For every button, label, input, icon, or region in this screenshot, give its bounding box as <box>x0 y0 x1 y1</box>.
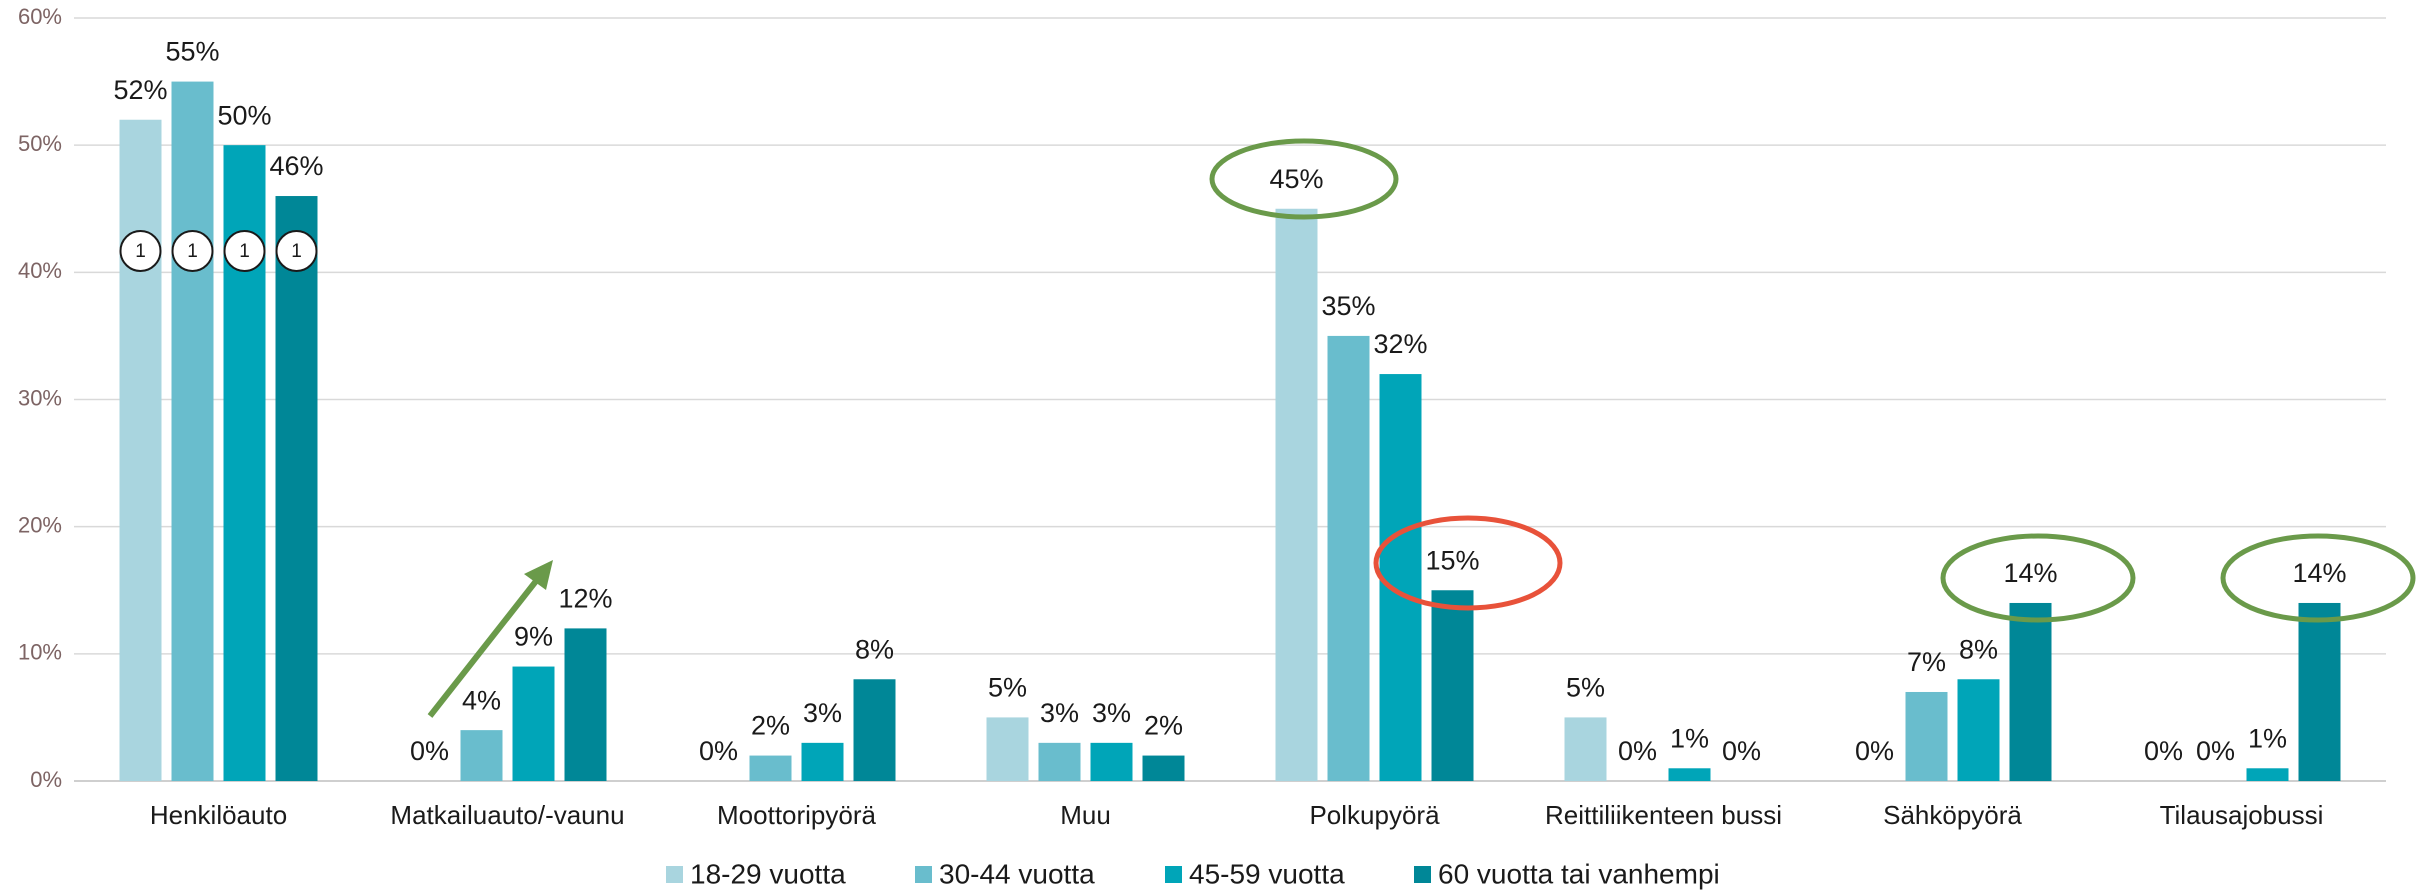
bar <box>749 755 792 781</box>
bar <box>1668 768 1711 781</box>
annotation-shapes <box>427 138 2416 718</box>
legend-label: 18-29 vuotta <box>690 858 846 889</box>
bar <box>2298 602 2341 781</box>
data-label: 2% <box>751 711 790 741</box>
bar <box>986 717 1029 781</box>
legend-swatch <box>1165 866 1182 883</box>
legend-label: 45-59 vuotta <box>1189 858 1345 889</box>
highlight-circle <box>1373 515 1563 611</box>
bar <box>171 81 214 782</box>
y-tick-label: 20% <box>18 512 62 537</box>
data-label: 8% <box>855 634 894 664</box>
data-label: 5% <box>988 673 1027 703</box>
legend-swatch <box>1414 866 1431 883</box>
y-tick-label: 60% <box>18 4 62 29</box>
highlight-circle <box>2220 533 2416 623</box>
bar <box>1379 374 1422 781</box>
bar <box>2009 602 2052 781</box>
y-tick-label: 30% <box>18 385 62 410</box>
bar <box>564 628 607 781</box>
data-label: 0% <box>2144 736 2183 766</box>
data-label: 52% <box>113 75 167 105</box>
bar <box>2246 768 2289 781</box>
footnote-marker <box>223 230 266 272</box>
data-label: 8% <box>1959 634 1998 664</box>
bar <box>1905 691 1948 781</box>
data-label: 1% <box>2248 723 2287 753</box>
bar <box>1564 717 1607 781</box>
y-tick-label: 0% <box>30 767 62 792</box>
data-label: 0% <box>410 736 449 766</box>
data-label: 0% <box>1618 736 1657 766</box>
trend-arrow <box>427 574 543 718</box>
footnote-marker-label: 1 <box>291 241 302 262</box>
bar <box>1038 742 1081 781</box>
bar <box>1275 208 1318 781</box>
bar <box>460 730 503 781</box>
y-tick-label: 50% <box>18 131 62 156</box>
data-label: 12% <box>558 584 612 614</box>
legend-label: 30-44 vuotta <box>939 858 1095 889</box>
data-label: 55% <box>165 37 219 67</box>
bar <box>1090 742 1133 781</box>
data-label: 3% <box>803 698 842 728</box>
footnote-marker <box>119 230 162 272</box>
bar <box>853 679 896 781</box>
data-label: 5% <box>1566 673 1605 703</box>
x-tick-label: Tilausajobussi <box>2160 800 2324 830</box>
legend-label: 60 vuotta tai vanhempi <box>1438 858 1720 889</box>
plot: 0%10%20%30%40%50%60%Henkilöauto52%55%50%… <box>18 4 2386 889</box>
data-label: 2% <box>1144 711 1183 741</box>
footnote-marker-label: 1 <box>135 241 146 262</box>
x-tick-label: Polkupyörä <box>1309 800 1440 830</box>
data-label: 46% <box>269 151 323 181</box>
data-label: 14% <box>2292 558 2346 588</box>
data-label: 0% <box>1722 736 1761 766</box>
y-tick-label: 40% <box>18 258 62 283</box>
bar <box>1327 335 1370 781</box>
arrow-head <box>524 560 553 590</box>
data-label: 3% <box>1092 698 1131 728</box>
x-tick-label: Henkilöauto <box>150 800 287 830</box>
bar <box>512 666 555 781</box>
footnote-marker <box>275 230 318 272</box>
x-tick-label: Muu <box>1060 800 1111 830</box>
data-label: 15% <box>1425 545 1479 575</box>
x-tick-label: Sähköpyörä <box>1883 800 2022 830</box>
data-label: 45% <box>1269 164 1323 194</box>
data-label: 14% <box>2003 558 2057 588</box>
highlight-circle <box>1940 533 2136 623</box>
data-label: 0% <box>1855 736 1894 766</box>
data-label: 4% <box>462 685 501 715</box>
data-label: 35% <box>1321 291 1375 321</box>
footnote-marker <box>171 230 214 272</box>
bar <box>1957 679 2000 781</box>
highlight-circle <box>1209 138 1399 220</box>
data-label: 0% <box>2196 736 2235 766</box>
bar <box>275 196 318 782</box>
data-label: 50% <box>217 100 271 130</box>
x-tick-label: Matkailuauto/-vaunu <box>390 800 624 830</box>
data-label: 0% <box>699 736 738 766</box>
x-tick-label: Reittiliikenteen bussi <box>1545 800 1782 830</box>
footnote-marker-label: 1 <box>187 241 198 262</box>
y-tick-label: 10% <box>18 640 62 665</box>
data-label: 9% <box>514 622 553 652</box>
x-tick-label: Moottoripyörä <box>717 800 876 830</box>
footnote-marker-label: 1 <box>239 241 250 262</box>
data-label: 1% <box>1670 723 1709 753</box>
legend-swatch <box>666 866 683 883</box>
data-label: 7% <box>1907 647 1946 677</box>
bar <box>801 742 844 781</box>
bar <box>1431 590 1474 781</box>
data-label: 3% <box>1040 698 1079 728</box>
legend-swatch <box>915 866 932 883</box>
data-label: 32% <box>1373 329 1427 359</box>
bar <box>1142 755 1185 781</box>
bar <box>119 119 162 781</box>
